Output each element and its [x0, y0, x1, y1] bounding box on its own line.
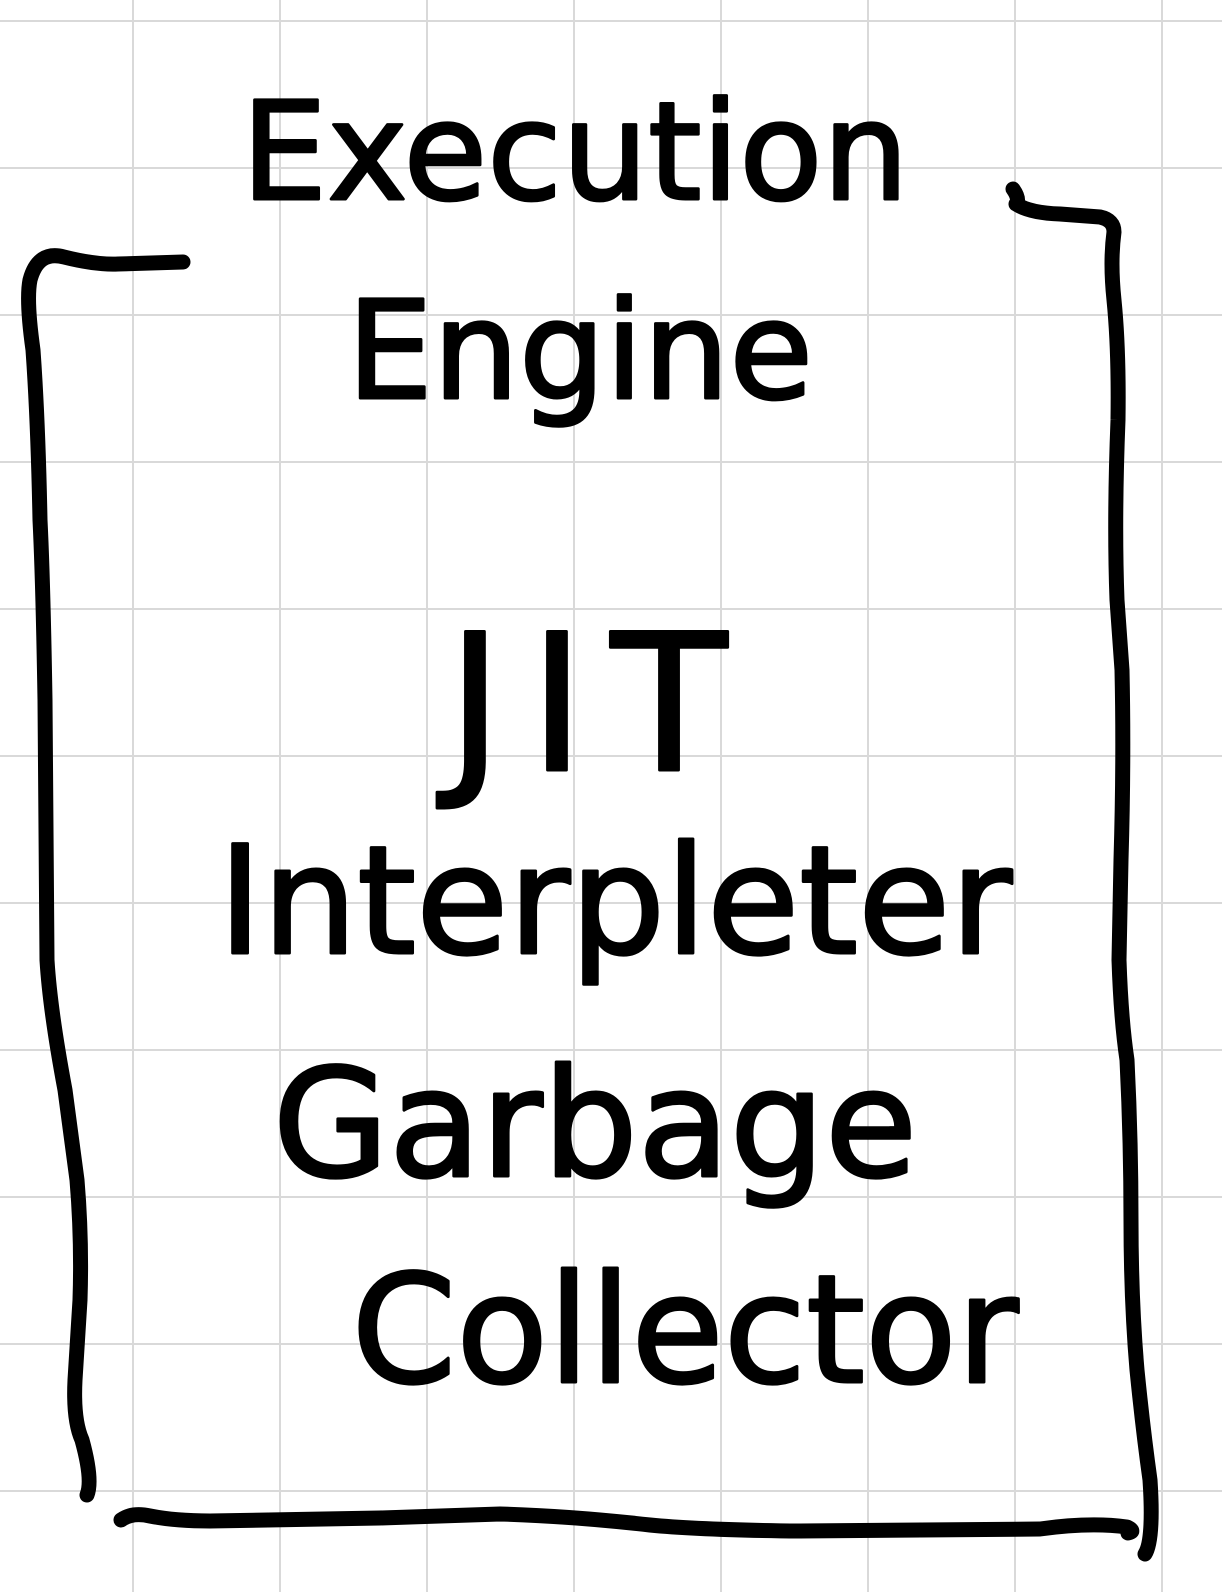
frame-bottom-edge	[113, 1506, 1140, 1541]
garbage-label: Garbage	[273, 1038, 917, 1212]
frame-right-bracket	[1005, 181, 1159, 1562]
title-line-1: Execution	[241, 74, 908, 232]
jit-label: JIT	[437, 594, 753, 815]
title-line-2: Engine	[347, 273, 813, 431]
interpreter-label: Interpleter	[218, 815, 1012, 989]
frame-left-bracket	[21, 248, 191, 1503]
collector-label: Collector	[352, 1244, 1019, 1418]
